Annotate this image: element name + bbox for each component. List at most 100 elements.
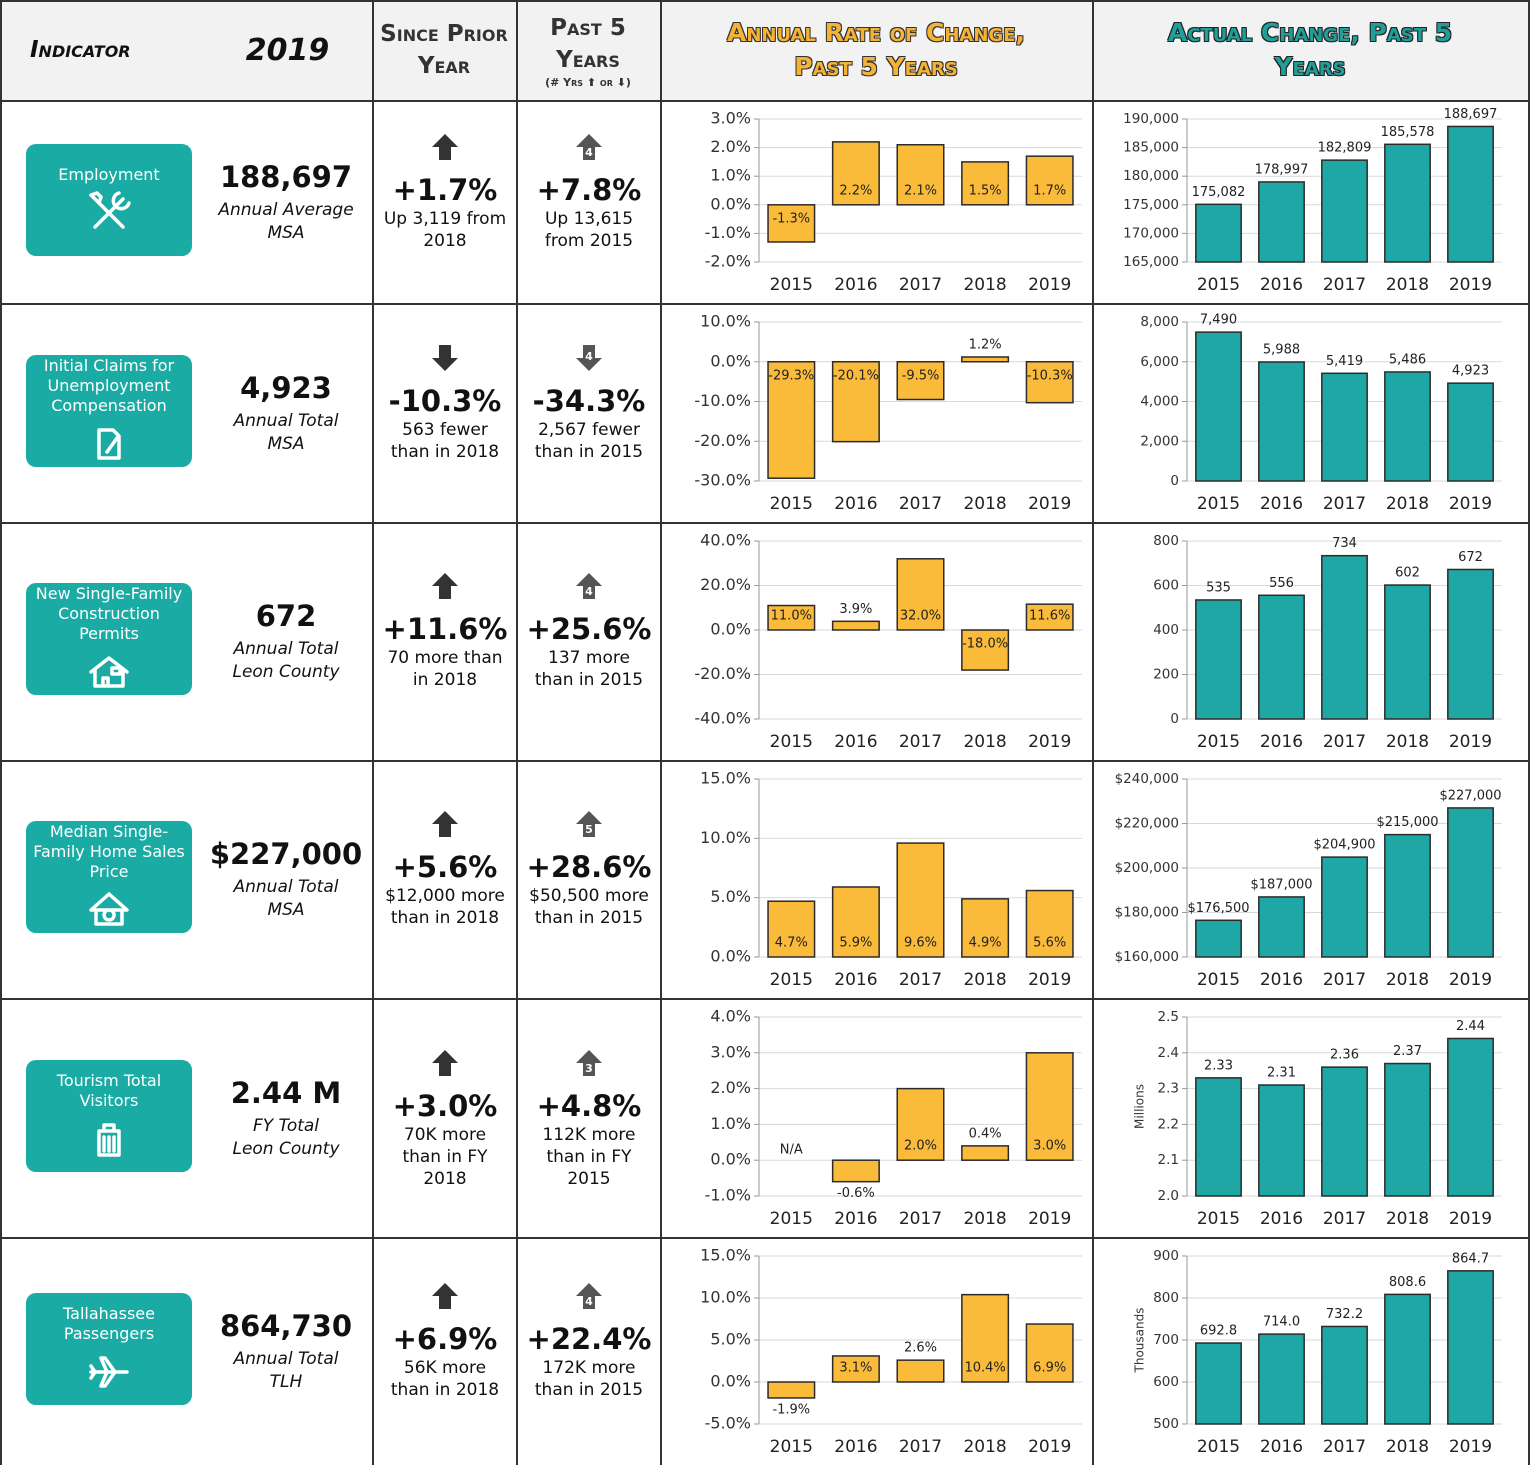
column-border (1528, 0, 1530, 1465)
y-axis-label: Thousands (1133, 1308, 1147, 1374)
y-tick-label: $220,000 (1115, 816, 1179, 832)
bar (896, 1087, 945, 1161)
value-label: 178,997 (1255, 162, 1309, 177)
y-tick-label: -20.0% (694, 431, 751, 450)
past-years: 3 (585, 1062, 593, 1075)
indicator-value: 188,697 (219, 159, 353, 194)
past-note: 137 more than in 2015 (534, 648, 644, 690)
bar (1384, 1062, 1431, 1197)
bar (1447, 568, 1494, 720)
bar (1384, 143, 1431, 263)
bar (1321, 554, 1368, 720)
x-tick-label: 2016 (1260, 275, 1303, 295)
x-tick-label: 2016 (1260, 732, 1303, 752)
x-tick-label: 2017 (899, 275, 942, 295)
value-label: 672 (1458, 550, 1483, 565)
x-tick-label: 2018 (963, 970, 1006, 990)
past-cell: 5 +28.6% $50,500 more than in 2015 (518, 760, 660, 998)
x-tick-label: 2016 (1260, 494, 1303, 514)
bar (1025, 155, 1074, 206)
past-note: 172K more than in 2015 (534, 1358, 644, 1400)
value-label: $176,500 (1187, 901, 1249, 916)
value-basis: Annual Total (233, 639, 339, 659)
value-label: 5,486 (1389, 352, 1426, 367)
y-tick-label: 500 (1153, 1416, 1179, 1432)
value-label: 714.0 (1263, 1315, 1300, 1330)
y-tick-label: 0.0% (710, 194, 751, 213)
indicator-icon (89, 1356, 129, 1388)
value-basis: Annual Average (218, 199, 354, 220)
y-axis-label: Millions (1133, 1084, 1147, 1129)
y-tick-label: 10.0% (700, 1288, 751, 1307)
header-year: 2019 (245, 32, 330, 68)
y-tick-label: 0 (1170, 711, 1179, 727)
x-tick-label: 2017 (1323, 275, 1366, 295)
value-label: 3.9% (839, 602, 872, 617)
past-note: Up 13,615 from 2015 (544, 208, 634, 251)
bar (896, 143, 945, 206)
past-arrow: 4 (576, 133, 602, 160)
x-tick-label: 2015 (770, 275, 813, 295)
x-tick-label: 2019 (1449, 1437, 1492, 1457)
icon-shape (97, 427, 121, 460)
since-cell: +6.9% 56K more than in 2018 (374, 1237, 516, 1465)
past-change: +7.8% (536, 172, 642, 207)
x-tick-label: 2016 (834, 494, 877, 514)
bar (1447, 125, 1494, 263)
bar (1025, 1052, 1074, 1161)
value-label: 2.6% (904, 1341, 937, 1356)
arrow-shape (576, 344, 602, 371)
past-years: 5 (585, 823, 593, 836)
bar (1384, 833, 1431, 958)
actual-chart: $160,000 $180,000 $200,000 $220,000 $240,000… (1115, 771, 1502, 990)
y-tick-label: 2.4 (1158, 1045, 1179, 1061)
value-label: $204,900 (1313, 838, 1375, 853)
value-area: MSA (267, 433, 305, 454)
past-arrow: 4 (576, 1283, 602, 1309)
value-basis: Annual Total (233, 877, 339, 897)
since-note: 563 fewer than in 2018 (390, 419, 500, 462)
bar (1384, 584, 1431, 720)
x-tick-label: 2016 (834, 732, 877, 752)
indicator-name: Tourism Total Visitors (56, 1070, 162, 1110)
arrow-shape (432, 1049, 458, 1076)
y-tick-label: 4.0% (710, 1007, 751, 1026)
bar (1258, 594, 1305, 720)
bar (1447, 1037, 1494, 1197)
y-tick-label: 1.0% (710, 1114, 751, 1133)
row-border (0, 100, 1530, 102)
arrow-shape (576, 133, 602, 160)
x-tick-label: 2019 (1028, 1209, 1071, 1229)
value-label: 2.1% (904, 183, 937, 198)
value-area: MSA (267, 222, 305, 243)
past-years: 4 (585, 350, 593, 363)
past-note: 2,567 fewer than in 2015 (534, 419, 644, 462)
x-tick-label: 2016 (1260, 1209, 1303, 1229)
value-label: 2.44 (1456, 1019, 1485, 1034)
header-actual: Actual Change, Past 5 Years (1167, 18, 1453, 81)
y-tick-label: -5.0% (705, 1414, 751, 1433)
indicator-value: 864,730 (219, 1309, 353, 1343)
indicator-badge: Initial Claims for Unemployment Compensa… (26, 354, 192, 467)
x-tick-label: 2016 (834, 970, 877, 990)
value-label: 556 (1269, 576, 1294, 591)
icon-shape (89, 190, 131, 229)
since-arrow (432, 573, 458, 599)
bar (1195, 599, 1242, 720)
value-label: 11.6% (1029, 609, 1070, 624)
since-change: +5.6% (392, 850, 498, 884)
value-label: 185,578 (1381, 125, 1435, 140)
x-tick-label: 2016 (834, 1437, 877, 1457)
y-tick-label: 700 (1153, 1332, 1179, 1348)
bar (1258, 1084, 1305, 1197)
value-cell: 672 Annual Total Leon County (200, 522, 372, 760)
value-label: 808.6 (1389, 1275, 1426, 1290)
value-label: 1.7% (1033, 183, 1066, 198)
value-area: Leon County (232, 662, 340, 682)
x-tick-label: 2019 (1028, 275, 1071, 295)
x-tick-label: 2017 (899, 1209, 942, 1229)
since-arrow (432, 811, 458, 837)
bar (896, 361, 945, 401)
value-area: Leon County (232, 1138, 340, 1159)
